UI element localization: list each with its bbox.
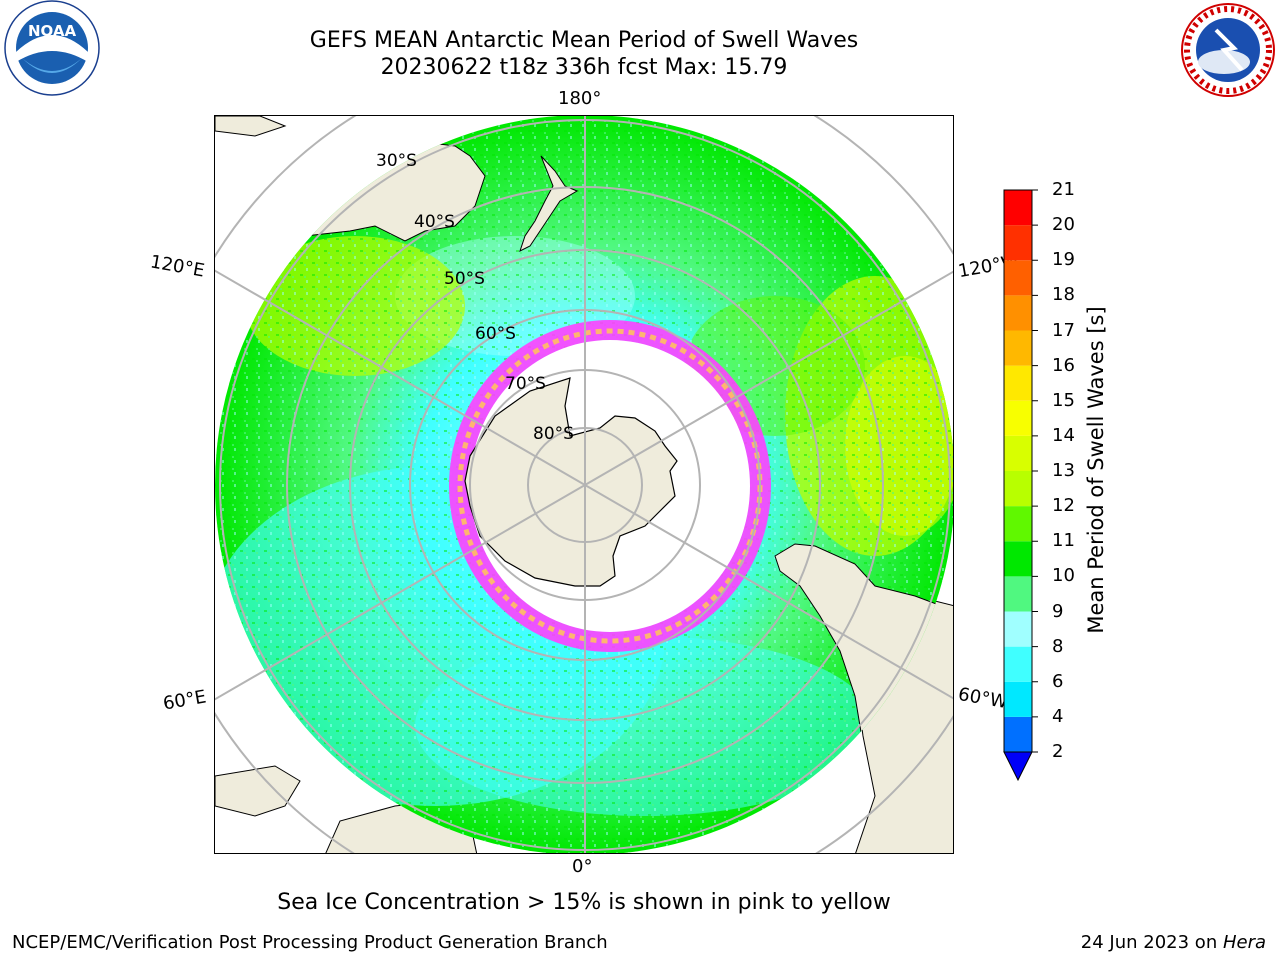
lat-label-30s: 30°S xyxy=(376,151,417,171)
colorbar-tick-label: 10 xyxy=(1052,565,1075,587)
colorbar-tick-label: 14 xyxy=(1052,424,1075,446)
colorbar-tick-label: 17 xyxy=(1052,319,1075,341)
colorbar-segment xyxy=(1004,365,1032,401)
colorbar-segment xyxy=(1004,541,1032,577)
colorbar-segment xyxy=(1004,611,1032,647)
lat-label-50s: 50°S xyxy=(444,269,485,289)
colorbar-tick-label: 15 xyxy=(1052,389,1075,411)
polar-map xyxy=(214,115,954,854)
colorbar-segment xyxy=(1004,576,1032,612)
date-text: 24 Jun 2023 on xyxy=(1080,932,1223,953)
antarctica-landmass xyxy=(464,377,678,587)
graticule xyxy=(215,116,953,853)
lon-label-60e: 60°E xyxy=(161,686,208,715)
nws-logo xyxy=(1181,3,1275,97)
colorbar-segment xyxy=(1004,225,1032,261)
colorbar-segment xyxy=(1004,646,1032,682)
host-name: Hera xyxy=(1222,932,1266,953)
chart-title: GEFS MEAN Antarctic Mean Period of Swell… xyxy=(309,28,859,53)
chart-subtitle: 20230622 t18z 336h fcst Max: 15.79 xyxy=(380,55,788,80)
colorbar-tick-label: 6 xyxy=(1052,670,1064,692)
lon-label-180: 180° xyxy=(558,88,602,109)
colorbar-segment xyxy=(1004,681,1032,717)
credit-line: NCEP/EMC/Verification Post Processing Pr… xyxy=(12,932,608,953)
colorbar-segment xyxy=(1004,190,1032,226)
colorbar-tick-label: 13 xyxy=(1052,460,1075,481)
colorbar-tick-label: 18 xyxy=(1052,284,1075,306)
colorbar-segment xyxy=(1004,471,1032,507)
sea-ice-note: Sea Ice Concentration > 15% is shown in … xyxy=(277,890,891,915)
colorbar-tick-label: 16 xyxy=(1052,354,1075,376)
lat-label-70s: 70°S xyxy=(505,374,546,394)
svg-text:NOAA: NOAA xyxy=(28,22,77,40)
colorbar-segment xyxy=(1004,716,1032,752)
colorbar-label: Mean Period of Swell Waves [s] xyxy=(1084,306,1108,634)
colorbar-tick-label: 19 xyxy=(1052,249,1075,271)
colorbar-segment xyxy=(1004,435,1032,471)
colorbar-tick-label: 12 xyxy=(1052,495,1075,517)
lat-label-80s: 80°S xyxy=(533,424,574,444)
colorbar-tick-label: 20 xyxy=(1052,214,1075,236)
colorbar-tick-label: 21 xyxy=(1052,179,1075,200)
colorbar-segment xyxy=(1004,506,1032,542)
lat-label-40s: 40°S xyxy=(414,212,455,232)
lat-label-60s: 60°S xyxy=(475,324,516,344)
colorbar-tick-label: 8 xyxy=(1052,635,1064,657)
colorbar-segment xyxy=(1004,400,1032,436)
colorbar-tick-label: 4 xyxy=(1052,705,1064,727)
colorbar-segment xyxy=(1004,260,1032,296)
colorbar-segment xyxy=(1004,295,1032,331)
colorbar-extend-min xyxy=(1003,751,1033,782)
noaa-logo: NOAA xyxy=(4,0,100,96)
map-canvas xyxy=(215,116,953,853)
lon-label-120e: 120°E xyxy=(148,251,207,282)
lon-label-0: 0° xyxy=(572,856,593,877)
date-stamp: 24 Jun 2023 on Hera xyxy=(1081,932,1266,953)
colorbar-tick-label: 2 xyxy=(1052,741,1064,762)
colorbar-segment xyxy=(1004,330,1032,366)
colorbar-tick-label: 11 xyxy=(1052,530,1075,552)
colorbar xyxy=(1003,189,1038,782)
colorbar-tick-label: 9 xyxy=(1052,600,1064,622)
